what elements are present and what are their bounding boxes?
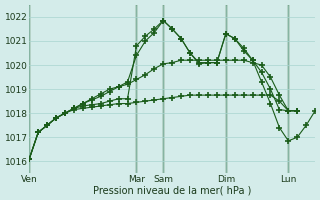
X-axis label: Pression niveau de la mer( hPa ): Pression niveau de la mer( hPa )	[93, 185, 252, 195]
